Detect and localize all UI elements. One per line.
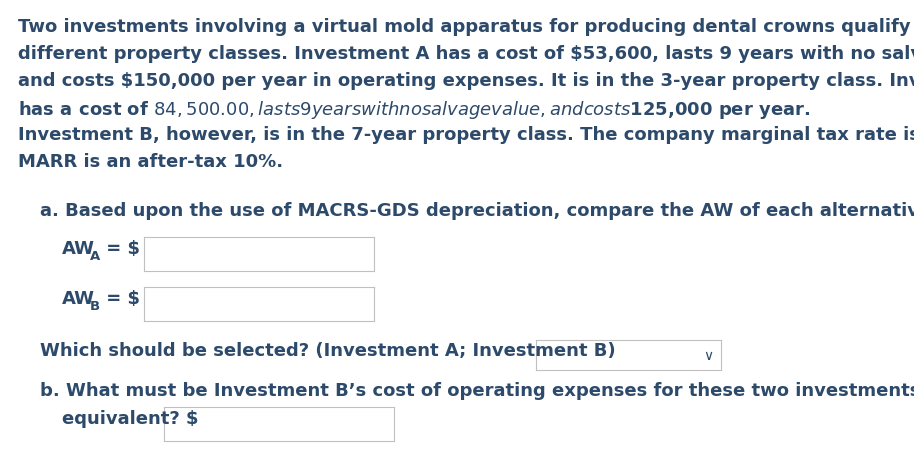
Text: AW: AW <box>62 290 95 308</box>
Text: has a cost of $84,500.00, lasts 9 years with no salvage value, and costs $125,00: has a cost of $84,500.00, lasts 9 years … <box>18 99 810 121</box>
Text: = $: = $ <box>100 290 140 308</box>
Text: Investment B, however, is in the 7-year property class. The company marginal tax: Investment B, however, is in the 7-year … <box>18 126 914 144</box>
Text: Two investments involving a virtual mold apparatus for producing dental crowns q: Two investments involving a virtual mold… <box>18 18 914 36</box>
Text: and costs $150,000 per year in operating expenses. It is in the 3-year property : and costs $150,000 per year in operating… <box>18 72 914 90</box>
Text: ∨: ∨ <box>703 349 713 363</box>
Text: equivalent? $: equivalent? $ <box>62 410 198 428</box>
Text: = $: = $ <box>100 240 140 258</box>
Text: b. What must be Investment B’s cost of operating expenses for these two investme: b. What must be Investment B’s cost of o… <box>40 382 914 400</box>
Text: Which should be selected? (Investment A; Investment B): Which should be selected? (Investment A;… <box>40 342 616 360</box>
Text: MARR is an after-tax 10%.: MARR is an after-tax 10%. <box>18 153 283 171</box>
Text: B: B <box>90 300 101 313</box>
Text: A: A <box>90 250 101 263</box>
Text: AW: AW <box>62 240 95 258</box>
Text: different property classes. Investment A has a cost of $53,600, lasts 9 years wi: different property classes. Investment A… <box>18 45 914 63</box>
Text: a. Based upon the use of MACRS-GDS depreciation, compare the AW of each alternat: a. Based upon the use of MACRS-GDS depre… <box>40 202 914 220</box>
